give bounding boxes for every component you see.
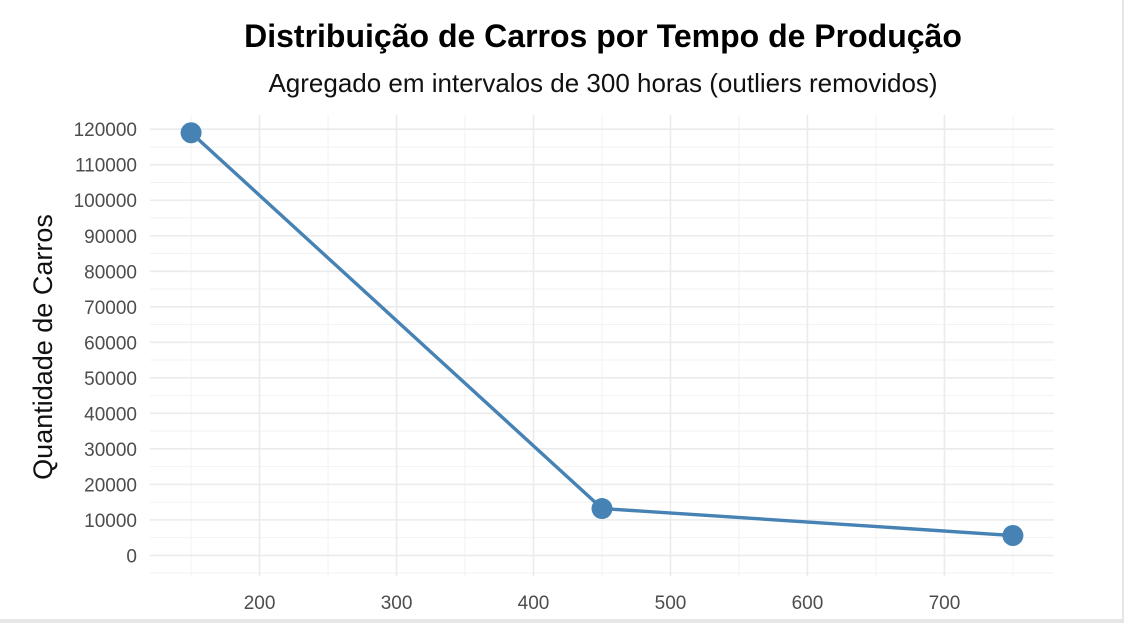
series-layer [180,122,1024,547]
y-tick-label: 70000 [84,298,137,319]
chart-title: Distribuição de Carros por Tempo de Prod… [244,18,962,54]
y-axis-label: Quantidade de Carros [28,214,58,480]
y-tick-label: 50000 [84,369,137,390]
y-tick-label: 30000 [84,440,137,461]
data-point [180,122,202,144]
y-tick-label: 40000 [84,404,137,425]
x-tick-label: 300 [381,593,413,614]
y-tick-label: 0 [126,546,137,567]
y-tick-label: 100000 [74,191,137,212]
x-tick-label: 200 [244,593,276,614]
y-tick-label: 20000 [84,475,137,496]
x-axis-tick-labels: 200 300 400 500 600 700 [244,593,961,614]
y-tick-label: 10000 [84,511,137,532]
y-tick-label: 120000 [74,120,137,141]
data-point [1002,525,1024,547]
y-tick-label: 60000 [84,333,137,354]
x-tick-label: 700 [929,593,961,614]
x-tick-label: 600 [792,593,824,614]
x-tick-label: 500 [655,593,687,614]
data-point [591,498,613,520]
x-tick-label: 400 [518,593,550,614]
major-gridlines [150,115,1054,576]
y-tick-label: 110000 [75,156,137,177]
y-tick-label: 80000 [84,262,137,283]
y-tick-label: 90000 [84,227,137,248]
y-axis-tick-labels: 0 10000 20000 30000 40000 50000 60000 70000 8000… [74,120,137,567]
chart-subtitle: Agregado em intervalos de 300 horas (out… [268,68,938,98]
